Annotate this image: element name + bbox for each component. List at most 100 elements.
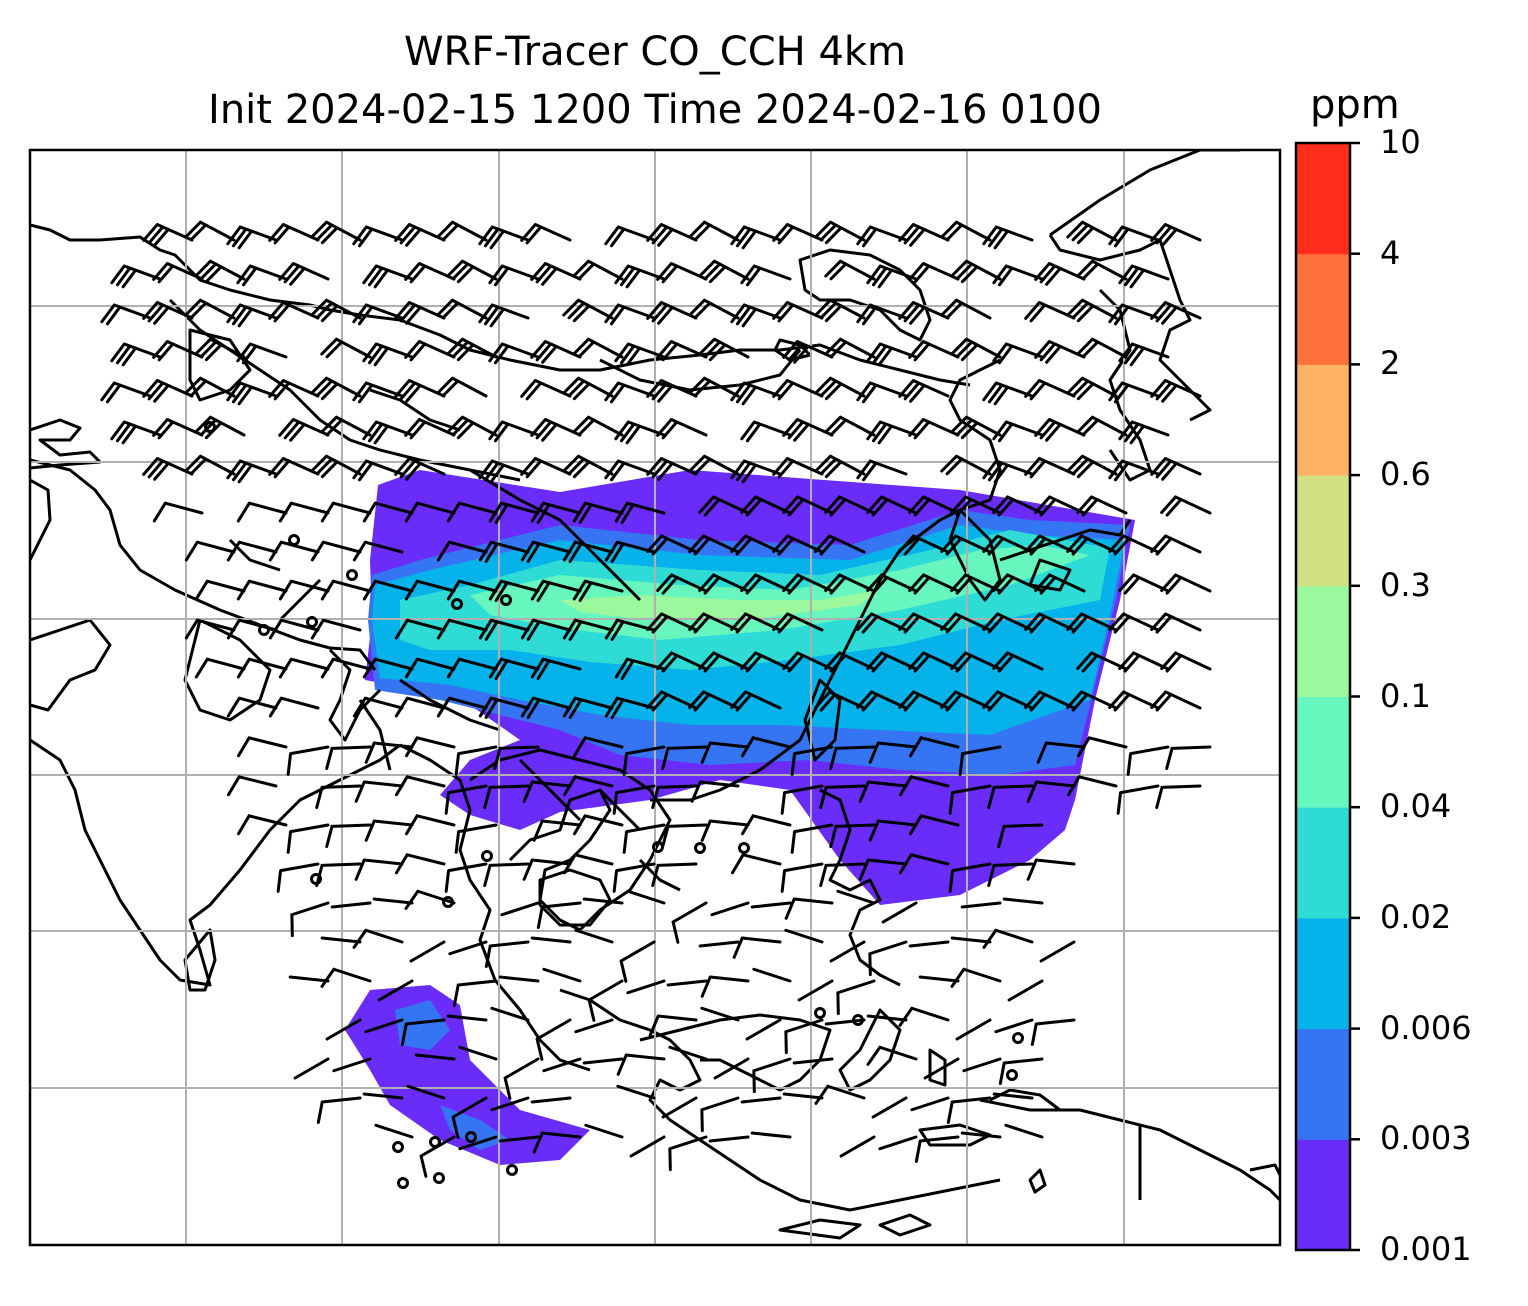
wind-barb — [898, 1006, 950, 1027]
wind-barb — [1076, 337, 1128, 359]
wind-barb — [622, 745, 666, 776]
wind-barb — [829, 823, 876, 849]
wind-barb — [790, 745, 834, 776]
wind-barb — [626, 889, 666, 905]
wind-barb — [666, 979, 708, 987]
wind-barb — [688, 376, 740, 398]
wind-barb — [226, 381, 278, 406]
wind-barb — [498, 1135, 540, 1143]
wind-barb — [790, 823, 834, 854]
wind-barb — [1076, 259, 1128, 281]
calm-wind-marker — [481, 850, 493, 862]
wind-barb — [236, 501, 288, 523]
coastline — [1249, 1163, 1280, 1176]
wind-barb — [752, 1057, 792, 1094]
wind-barb — [572, 814, 624, 836]
wind-barb — [562, 298, 614, 323]
wind-barb — [1039, 940, 1076, 963]
colorbar-segment — [1296, 475, 1350, 587]
coastline — [559, 988, 761, 1182]
wind-barb — [110, 342, 162, 367]
wind-barb — [536, 901, 582, 929]
wind-barb — [950, 967, 1002, 988]
wind-barb — [236, 736, 288, 758]
wind-barb — [436, 696, 488, 718]
wind-barb — [868, 741, 918, 764]
wind-barb — [987, 784, 1034, 810]
calm-wind-marker — [451, 598, 463, 610]
wind-barb — [483, 784, 530, 810]
wind-barb — [584, 1123, 624, 1139]
wind-barb — [698, 259, 750, 284]
wind-barb — [278, 657, 330, 679]
wind-barb — [310, 454, 362, 479]
wind-barb — [522, 780, 572, 803]
wind-barb — [316, 1096, 362, 1124]
calm-wind-marker — [392, 1141, 404, 1153]
wind-barb — [394, 301, 446, 325]
wind-barb — [478, 225, 530, 250]
wind-barb — [562, 696, 614, 719]
wind-barb — [730, 459, 782, 484]
wind-barb — [194, 415, 246, 440]
wind-barb — [478, 696, 530, 719]
calm-wind-marker — [346, 569, 358, 581]
wind-barb — [908, 814, 960, 836]
wind-barb — [836, 979, 876, 1016]
coastline — [1049, 150, 1240, 237]
wind-barb — [478, 540, 530, 563]
wind-barb — [352, 928, 404, 949]
wind-barb — [520, 540, 572, 563]
wind-barb — [493, 745, 540, 771]
wind-barb — [436, 220, 488, 242]
colorbar-segment — [1296, 917, 1350, 1030]
wind-barb — [320, 579, 372, 601]
wind-barb — [530, 1096, 572, 1104]
wind-barb — [436, 618, 488, 640]
wind-barb — [520, 696, 572, 719]
wind-barb — [948, 862, 992, 893]
wind-barb — [142, 379, 194, 403]
wind-barb — [690, 780, 740, 803]
wind-barb — [1155, 784, 1202, 810]
wind-barb — [629, 1135, 666, 1158]
wind-barb — [858, 858, 908, 881]
wind-barb — [1150, 223, 1202, 247]
wind-barb — [310, 298, 362, 323]
wind-barb — [520, 223, 572, 245]
wind-barb — [1150, 534, 1202, 556]
coastline — [183, 928, 217, 992]
wind-barb — [648, 1014, 698, 1037]
wind-barb — [110, 420, 162, 445]
wind-barb — [194, 579, 246, 601]
coastline — [819, 788, 901, 987]
wind-barb — [394, 457, 446, 481]
wind-barb — [1126, 745, 1170, 776]
wind-barb — [614, 342, 666, 367]
wind-barb — [315, 784, 362, 810]
wind-barb — [1150, 690, 1202, 712]
wind-barb — [372, 897, 414, 905]
wind-barb — [616, 1053, 666, 1076]
wind-barb — [740, 264, 792, 287]
coastline — [1028, 1168, 1047, 1194]
wind-barb — [572, 259, 624, 281]
wind-barb — [194, 657, 246, 679]
wind-barb — [866, 342, 918, 367]
coastline — [399, 743, 591, 1072]
wind-barb — [142, 457, 194, 481]
coastline — [759, 1178, 1001, 1212]
wind-barb — [962, 1057, 1002, 1073]
wind-barb — [530, 418, 582, 442]
wind-barb — [352, 696, 404, 718]
wind-barb — [752, 967, 792, 983]
wind-barb — [1030, 1018, 1076, 1046]
wind-barb — [226, 459, 278, 484]
wind-barb — [998, 1057, 1044, 1085]
calm-wind-marker — [506, 1164, 518, 1176]
colorbar-segment — [1296, 585, 1350, 697]
wind-barb — [661, 1096, 698, 1119]
wind-barb — [354, 780, 404, 803]
wind-barb — [1002, 897, 1044, 905]
